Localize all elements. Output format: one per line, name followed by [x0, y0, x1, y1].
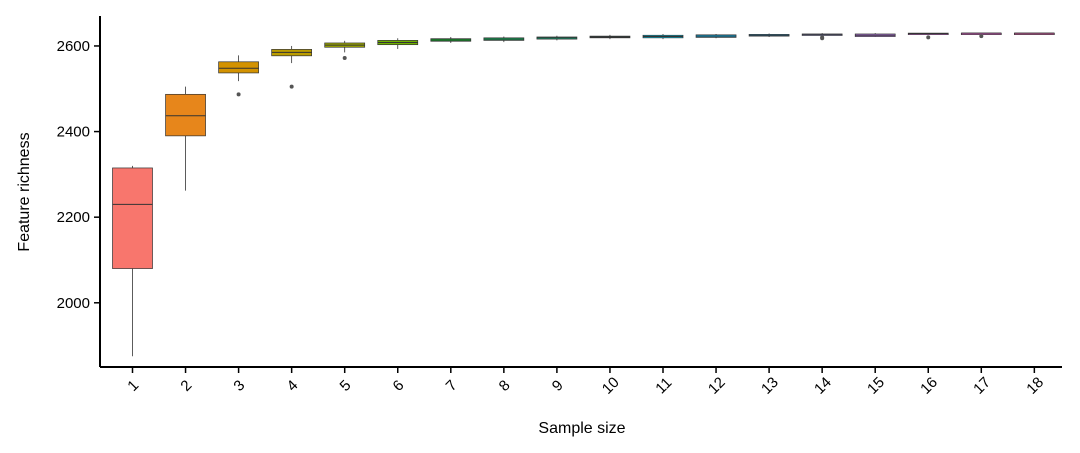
x-tick-label: 7	[443, 377, 461, 395]
box-outlier	[342, 55, 347, 60]
x-tick-label: 8	[496, 377, 514, 395]
x-tick-label: 9	[549, 377, 567, 395]
y-tick-label: 2600	[57, 38, 90, 55]
x-axis-title: Sample size	[538, 420, 625, 437]
x-tick-label: 12	[705, 374, 729, 398]
box-body	[165, 93, 206, 137]
box-outlier	[820, 35, 825, 40]
x-tick-label: 10	[599, 374, 623, 398]
box-outlier	[289, 84, 294, 89]
x-tick-label: 6	[390, 377, 408, 395]
x-tick-label: 18	[1023, 374, 1047, 398]
x-tick-label: 11	[652, 374, 675, 397]
y-tick-label: 2400	[57, 124, 90, 141]
x-tick-label: 5	[337, 377, 355, 395]
x-tick-label: 1	[124, 377, 142, 395]
x-tick-label: 3	[230, 377, 248, 395]
box-outlier	[926, 35, 931, 40]
box-body	[112, 167, 153, 269]
box-body	[218, 61, 259, 74]
y-axis-title: Feature richness	[16, 132, 33, 251]
y-tick-label: 2000	[57, 295, 90, 312]
x-tick-label: 13	[758, 374, 782, 398]
x-tick-label: 17	[970, 374, 994, 398]
x-tick-label: 15	[864, 374, 888, 398]
x-tick-label: 14	[811, 374, 835, 398]
x-tick-label: 4	[284, 377, 302, 395]
box-outlier	[236, 92, 241, 97]
x-tick-label: 16	[917, 374, 941, 398]
x-tick-label: 2	[177, 377, 195, 395]
box-outlier	[979, 34, 984, 39]
y-tick-label: 2200	[57, 209, 90, 226]
